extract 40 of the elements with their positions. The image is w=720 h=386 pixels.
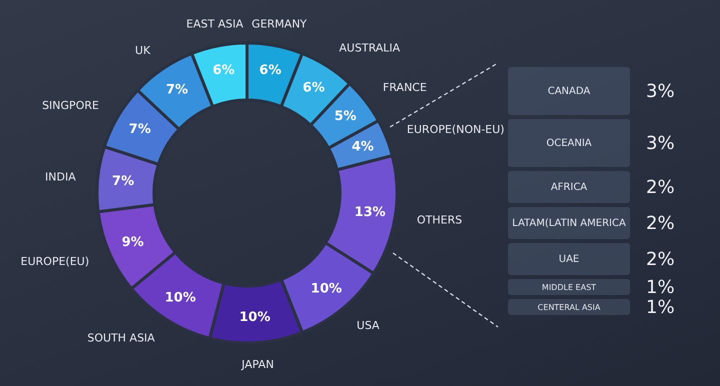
data-label: 13% — [354, 204, 386, 220]
slice-label: AUSTRALIA — [339, 41, 401, 54]
data-label: 7% — [166, 82, 188, 98]
data-label: 1% — [646, 296, 676, 318]
data-label: 7% — [128, 122, 151, 138]
data-label: 7% — [112, 174, 134, 189]
data-label: 3% — [646, 80, 676, 104]
slice-label: EUROPE(EU) — [20, 254, 90, 268]
data-label: 4% — [352, 140, 374, 155]
category-label: CANADA — [508, 67, 630, 115]
slice-label: INDIA — [45, 170, 76, 184]
slice-label: EUROPE(NON-EU) — [406, 123, 504, 136]
data-label: 2% — [646, 248, 676, 272]
category-label: OCEANIA — [508, 119, 630, 167]
category-label: UAE — [508, 243, 630, 275]
slice-label: SINGPORE — [42, 98, 99, 112]
slice-label: FRANCE — [382, 81, 427, 94]
slice-label: OTHERS — [416, 213, 462, 226]
data-label: 3% — [646, 132, 676, 156]
data-label: 9% — [122, 234, 144, 250]
slice-label: GERMANY — [252, 18, 308, 31]
data-label: 6% — [212, 63, 235, 78]
data-label: 2% — [646, 176, 676, 200]
data-label: 6% — [259, 63, 282, 78]
category-label: MIDDLE EAST — [508, 279, 630, 295]
slice-label: SOUTH ASIA — [87, 332, 156, 345]
data-label: 2% — [646, 212, 676, 236]
category-label: CENTERAL ASIA — [508, 299, 630, 315]
slice-label: UK — [135, 44, 152, 58]
data-label: 1% — [646, 276, 676, 298]
slice-label: JAPAN — [240, 358, 274, 372]
data-label: 5% — [334, 109, 356, 124]
category-label: AFRICA — [508, 171, 630, 203]
slice-label: USA — [356, 319, 380, 332]
slice-label: EAST ASIA — [186, 18, 244, 31]
category-label: LATAM(LATIN AMERICA — [508, 207, 630, 239]
data-label: 10% — [164, 290, 196, 306]
data-label: 6% — [302, 80, 325, 96]
data-label: 10% — [310, 281, 342, 296]
data-label: 10% — [239, 310, 270, 325]
